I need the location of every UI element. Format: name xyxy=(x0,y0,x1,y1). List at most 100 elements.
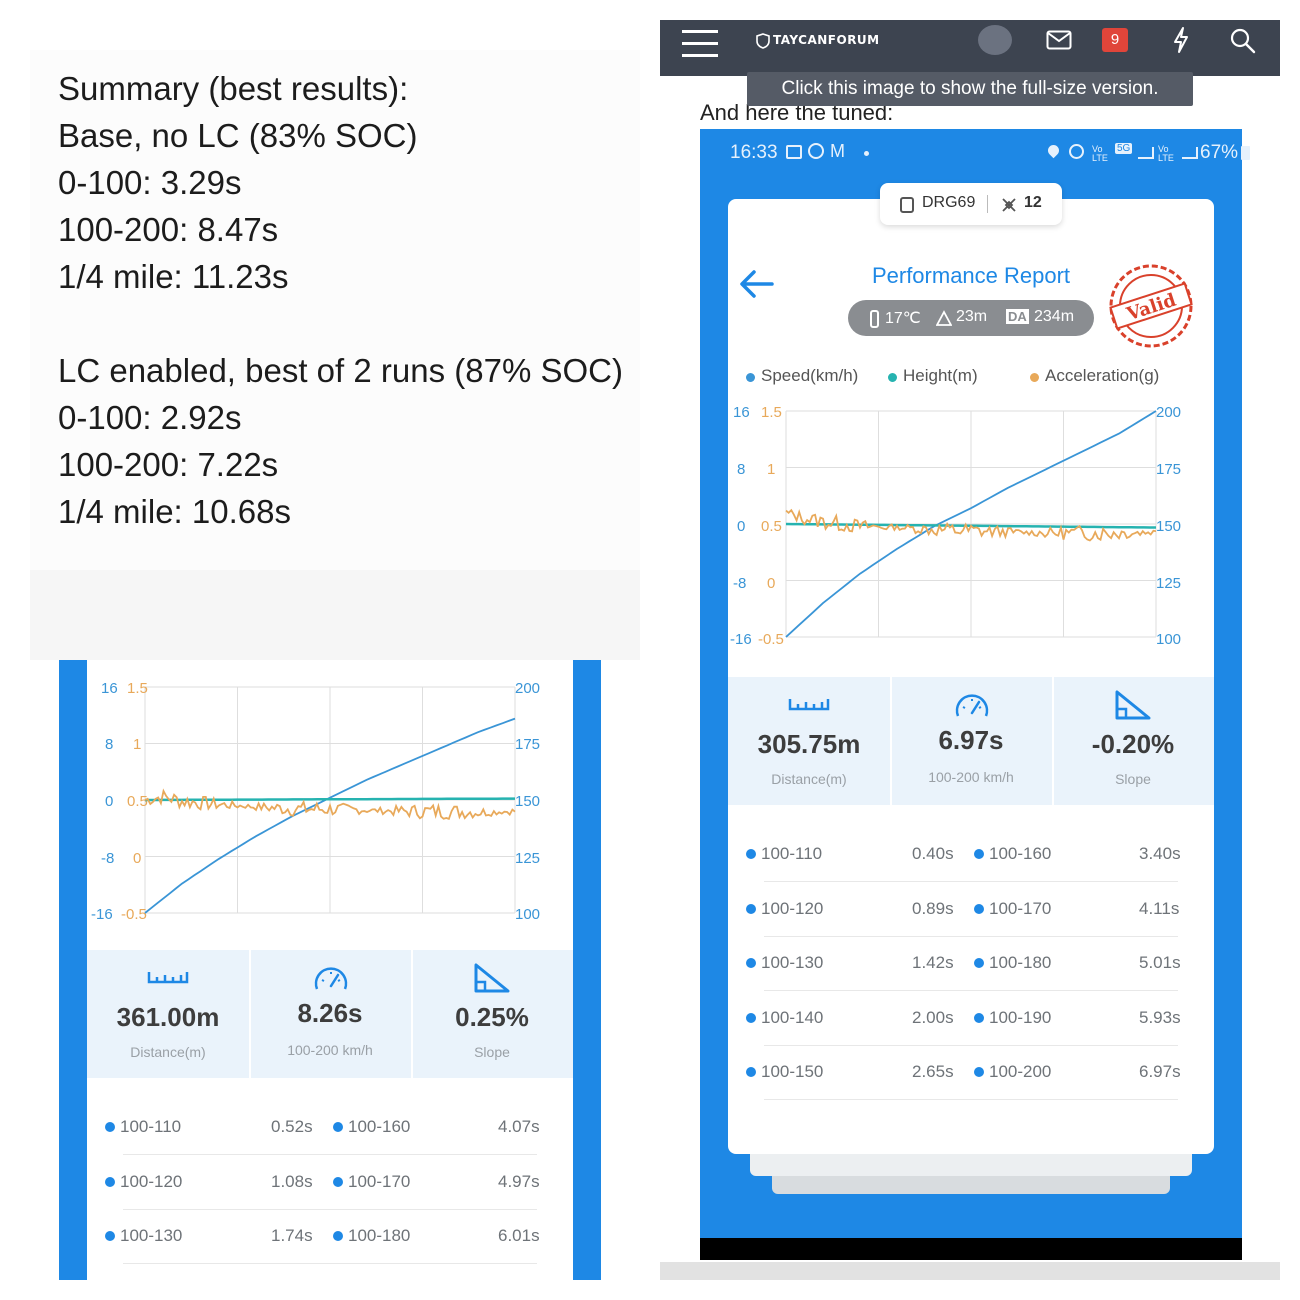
tick-label: 8 xyxy=(105,736,113,753)
tick-label: 0 xyxy=(133,850,141,867)
y-axis-height: 16 8 0 -8 -16 xyxy=(91,680,118,923)
forum-logo[interactable]: TAYCANFORUM xyxy=(756,30,888,52)
tick-label: 150 xyxy=(515,793,540,810)
split-label: 100-140 xyxy=(761,1007,824,1027)
y-axis-accel: 1.5 1 0.5 0 -0.5 xyxy=(121,680,148,923)
slope-label: Slope xyxy=(1115,771,1151,787)
tick-label: -8 xyxy=(101,850,114,867)
summary-lc-100-200: 100-200: 7.22s xyxy=(58,446,279,483)
row-divider xyxy=(764,990,1178,991)
split-label: 100-150 xyxy=(761,1062,824,1081)
split-time: 1.74s xyxy=(271,1226,313,1245)
split-time: 0.52s xyxy=(271,1117,313,1136)
location-icon xyxy=(1045,142,1062,159)
bullet xyxy=(105,1122,115,1132)
battery-percent: 67% xyxy=(1200,142,1239,163)
y-axis-accel: 1.5 1 0.5 0 -0.5 xyxy=(758,404,784,648)
divider xyxy=(249,950,251,1078)
chart-series xyxy=(144,717,516,914)
time-100-200-label: 100-200 km/h xyxy=(928,769,1014,785)
tick-label: -0.5 xyxy=(758,631,784,648)
legend-height: Height(m) xyxy=(903,366,978,385)
divider xyxy=(890,677,892,805)
split-label: 100-130 xyxy=(761,953,824,972)
altitude-icon xyxy=(936,310,952,326)
row-divider xyxy=(764,935,1178,937)
chart-grid xyxy=(144,686,516,914)
summary-lc-0-100: 0-100: 2.92s xyxy=(58,399,242,436)
row-divider xyxy=(764,1099,1178,1100)
hamburger-menu-icon[interactable] xyxy=(682,28,718,58)
battery-icon xyxy=(1241,146,1250,160)
tick-label: 200 xyxy=(515,680,540,697)
volte-1-icon: Vo LTE xyxy=(1092,144,1108,163)
bullet xyxy=(333,1177,343,1187)
phone-screenshot[interactable]: 16:33 M Vo LTE 5G Vo LTE 67% DRG69 12 xyxy=(700,129,1250,1260)
tick-label: 0.5 xyxy=(127,793,148,810)
tick-label: 100 xyxy=(515,906,540,923)
phone-nav-bar xyxy=(700,1238,1242,1260)
back-arrow-icon[interactable] xyxy=(738,269,776,299)
tick-label: -16 xyxy=(91,906,113,923)
tick-label: 1 xyxy=(767,461,775,478)
user-avatar[interactable] xyxy=(978,25,1012,55)
row-divider xyxy=(123,1209,537,1210)
split-time: 1.42s xyxy=(912,953,954,972)
tick-label: 150 xyxy=(1156,518,1181,535)
split-label: 100-120 xyxy=(120,1172,183,1191)
y-axis-height: 16 8 0 -8 -16 xyxy=(730,404,752,648)
tick-label: 16 xyxy=(101,680,118,697)
split-time: 0.89s xyxy=(912,898,954,918)
summary-lc-quarter-mile: 1/4 mile: 10.68s xyxy=(58,493,291,530)
more-notifications-icon xyxy=(864,151,869,156)
split-label: 100-200 xyxy=(989,1062,1052,1081)
bullet xyxy=(333,1122,343,1132)
split-time: 5.01s xyxy=(1139,953,1181,972)
device-pill[interactable]: DRG69 12 xyxy=(880,183,1062,225)
thermometer-icon xyxy=(870,310,879,328)
divider xyxy=(987,195,988,213)
bullet xyxy=(974,849,984,859)
tick-label: -0.5 xyxy=(121,906,147,923)
summary-base-0-100: 0-100: 3.29s xyxy=(58,164,242,201)
bullet xyxy=(746,903,756,914)
bottom-sheet xyxy=(750,1154,1192,1176)
notification-badge[interactable]: 9 xyxy=(1102,28,1128,52)
tick-label: 175 xyxy=(1156,461,1181,478)
split-label: 100-180 xyxy=(348,1226,411,1245)
bullet xyxy=(333,1231,343,1241)
lightning-icon[interactable] xyxy=(1172,26,1190,54)
5g-icon: 5G xyxy=(1115,143,1133,154)
bullet xyxy=(746,849,756,859)
tick-label: 0 xyxy=(767,575,775,592)
split-time: 2.00s xyxy=(912,1007,954,1027)
tick-label: 16 xyxy=(733,404,750,421)
y-axis-speed: 200 175 150 125 100 xyxy=(515,680,540,923)
report-card: DRG69 12 Performance Report 17℃ 23m DA xyxy=(728,183,1214,1154)
tuned-chart: 16 8 0 -8 -16 1.5 1 0.5 0 -0.5 200 175 1… xyxy=(730,404,1181,648)
split-label: 100-190 xyxy=(989,1007,1052,1027)
ruler-icon xyxy=(147,972,189,984)
summary-base-100-200: 100-200: 8.47s xyxy=(58,211,279,248)
temperature: 17℃ xyxy=(885,310,921,327)
base-chart: 16 8 0 -8 -16 1.5 1 0.5 0 -0.5 200 175 1… xyxy=(91,680,540,923)
speed-series-line xyxy=(785,410,1157,638)
chart-series xyxy=(785,410,1157,638)
summary-spacer xyxy=(30,570,640,660)
slope-value: 0.25% xyxy=(455,1002,529,1032)
bullet xyxy=(746,958,756,968)
hotspot-icon xyxy=(1069,144,1084,159)
split-time: 4.11s xyxy=(1139,898,1180,918)
mail-icon[interactable] xyxy=(1046,30,1072,50)
split-label: 100-160 xyxy=(989,844,1052,863)
bullet xyxy=(974,958,984,968)
da-badge: DA xyxy=(1006,309,1029,324)
stats-strip: 305.75m Distance(m) 6.97s 100-200 km/h -… xyxy=(728,677,1214,805)
bullet xyxy=(974,903,984,914)
tuned-report-screenshot: TAYCANFORUM 9 And here the tuned: Click … xyxy=(660,20,1280,1280)
search-icon[interactable] xyxy=(1230,28,1256,54)
bullet xyxy=(746,1012,756,1023)
tick-label: 0 xyxy=(105,793,113,810)
base-report-screenshot: 16 8 0 -8 -16 1.5 1 0.5 0 -0.5 200 175 1… xyxy=(59,660,601,1280)
split-time: 5.93s xyxy=(1139,1007,1181,1027)
